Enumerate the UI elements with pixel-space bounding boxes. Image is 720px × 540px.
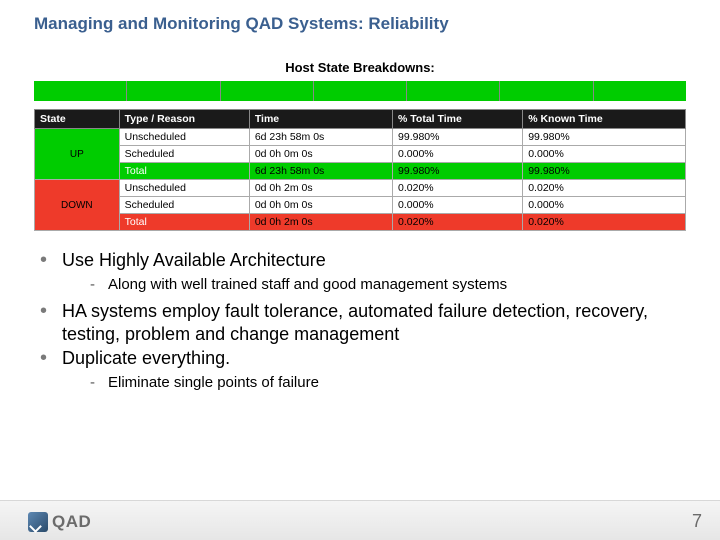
cell-pct-total: 0.020% <box>393 214 523 231</box>
breakdown-table: State Type / Reason Time % Total Time % … <box>34 109 686 231</box>
cell-pct-known: 0.000% <box>523 197 686 214</box>
th-state: State <box>35 110 120 129</box>
sub-bullet-item: Along with well trained staff and good m… <box>90 275 686 295</box>
bullet-item: HA systems employ fault tolerance, autom… <box>40 300 686 345</box>
topbar-seg <box>314 81 407 101</box>
topbar-seg <box>500 81 593 101</box>
th-type: Type / Reason <box>119 110 249 129</box>
cell-pct-known: 0.000% <box>523 146 686 163</box>
table-row: DOWN Unscheduled 0d 0h 2m 0s 0.020% 0.02… <box>35 180 686 197</box>
bullet-text: HA systems employ fault tolerance, autom… <box>62 301 648 344</box>
cell-type: Total <box>119 214 249 231</box>
slide-title: Managing and Monitoring QAD Systems: Rel… <box>0 0 720 34</box>
table-row-total: Total 6d 23h 58m 0s 99.980% 99.980% <box>35 163 686 180</box>
cell-pct-total: 0.000% <box>393 197 523 214</box>
top-green-bar <box>34 81 686 101</box>
cell-pct-known: 0.020% <box>523 214 686 231</box>
host-state-heading: Host State Breakdowns: <box>0 60 720 75</box>
th-time: Time <box>249 110 392 129</box>
logo-text: QAD <box>52 512 91 532</box>
cell-time: 0d 0h 2m 0s <box>249 180 392 197</box>
bullet-text: Use Highly Available Architecture <box>62 250 326 270</box>
table-row-total: Total 0d 0h 2m 0s 0.020% 0.020% <box>35 214 686 231</box>
table-header-row: State Type / Reason Time % Total Time % … <box>35 110 686 129</box>
topbar-seg <box>34 81 127 101</box>
cell-pct-total: 99.980% <box>393 163 523 180</box>
th-pct-known: % Known Time <box>523 110 686 129</box>
page-number: 7 <box>692 511 702 532</box>
topbar-seg <box>594 81 686 101</box>
bullet-item: Use Highly Available Architecture Along … <box>40 249 686 294</box>
th-pct-total: % Total Time <box>393 110 523 129</box>
cell-type: Scheduled <box>119 197 249 214</box>
table-row: Scheduled 0d 0h 0m 0s 0.000% 0.000% <box>35 146 686 163</box>
bullet-item: Duplicate everything. Eliminate single p… <box>40 347 686 392</box>
bullet-list: Use Highly Available Architecture Along … <box>40 249 686 392</box>
sub-bullet-item: Eliminate single points of failure <box>90 373 686 393</box>
cell-pct-total: 0.020% <box>393 180 523 197</box>
cell-pct-known: 0.020% <box>523 180 686 197</box>
cell-time: 0d 0h 0m 0s <box>249 197 392 214</box>
cell-type: Total <box>119 163 249 180</box>
topbar-seg <box>407 81 500 101</box>
cell-type: Scheduled <box>119 146 249 163</box>
cell-time: 6d 23h 58m 0s <box>249 163 392 180</box>
cell-pct-known: 99.980% <box>523 163 686 180</box>
logo-mark-icon <box>28 512 48 532</box>
cell-pct-total: 99.980% <box>393 129 523 146</box>
table-row: UP Unscheduled 6d 23h 58m 0s 99.980% 99.… <box>35 129 686 146</box>
logo: QAD <box>28 512 91 532</box>
cell-type: Unscheduled <box>119 180 249 197</box>
bullet-text: Duplicate everything. <box>62 348 230 368</box>
table-row: Scheduled 0d 0h 0m 0s 0.000% 0.000% <box>35 197 686 214</box>
state-cell-down: DOWN <box>35 180 120 231</box>
cell-pct-known: 99.980% <box>523 129 686 146</box>
cell-type: Unscheduled <box>119 129 249 146</box>
footer-bar: QAD 7 <box>0 500 720 540</box>
cell-pct-total: 0.000% <box>393 146 523 163</box>
topbar-seg <box>127 81 220 101</box>
cell-time: 6d 23h 58m 0s <box>249 129 392 146</box>
state-cell-up: UP <box>35 129 120 180</box>
cell-time: 0d 0h 2m 0s <box>249 214 392 231</box>
topbar-seg <box>221 81 314 101</box>
cell-time: 0d 0h 0m 0s <box>249 146 392 163</box>
